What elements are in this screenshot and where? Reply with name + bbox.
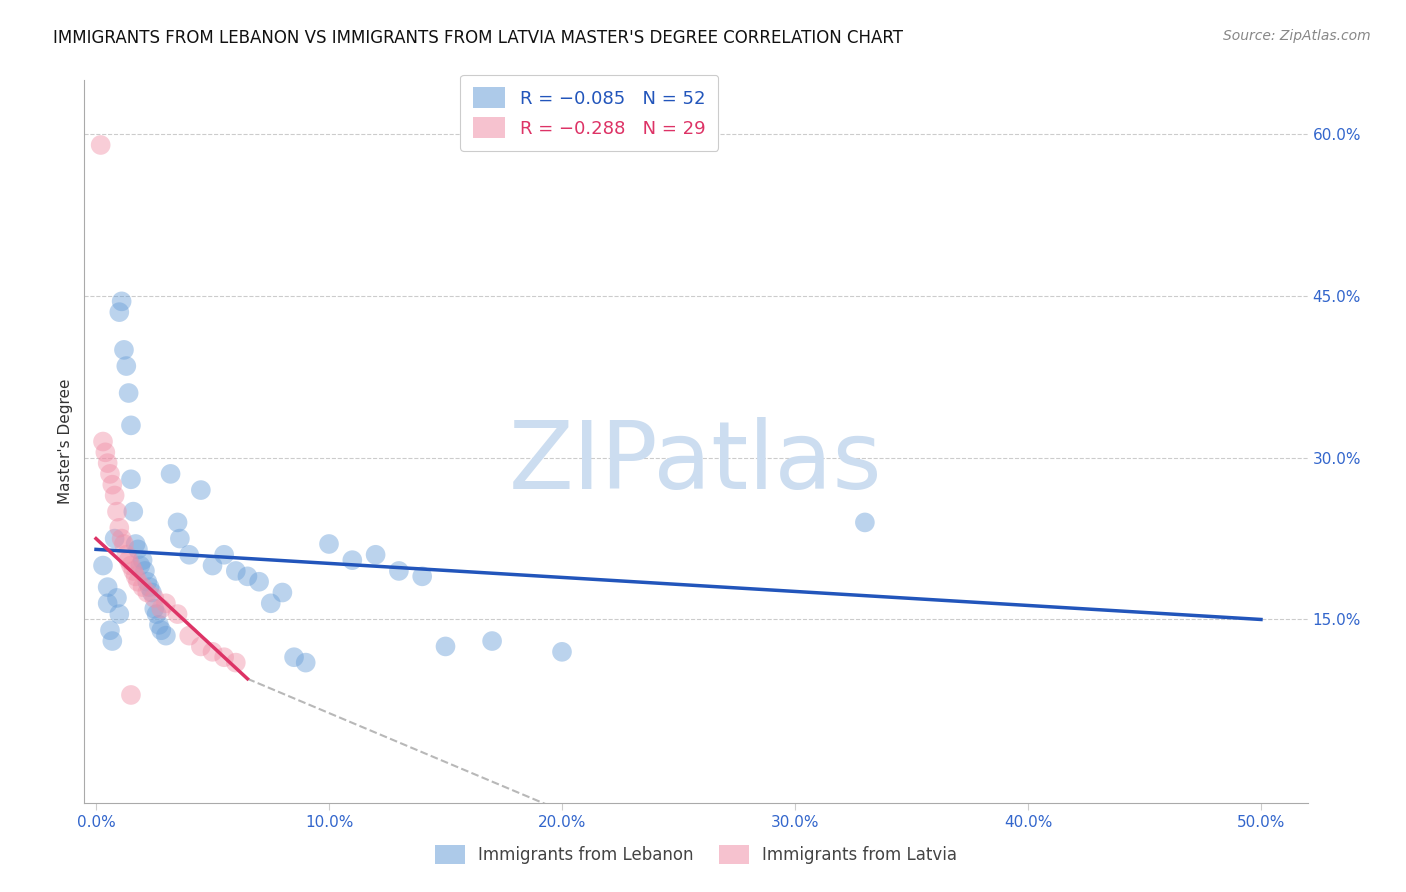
Point bbox=[120, 558, 142, 573]
Point bbox=[853, 516, 876, 530]
Text: Source: ZipAtlas.com: Source: ZipAtlas.com bbox=[1223, 29, 1371, 43]
Point bbox=[145, 607, 167, 621]
Point bbox=[481, 634, 503, 648]
Point bbox=[117, 386, 139, 401]
Point bbox=[551, 645, 574, 659]
Point bbox=[122, 505, 145, 519]
Point bbox=[129, 558, 152, 573]
Point bbox=[143, 601, 166, 615]
Y-axis label: Master's Degree: Master's Degree bbox=[58, 379, 73, 504]
Point bbox=[91, 434, 114, 449]
Point bbox=[201, 645, 224, 659]
Point bbox=[115, 359, 138, 373]
Point bbox=[141, 585, 163, 599]
Point bbox=[124, 537, 146, 551]
Point bbox=[120, 472, 142, 486]
Point bbox=[155, 629, 177, 643]
Point bbox=[236, 569, 259, 583]
Point bbox=[150, 624, 173, 638]
Point bbox=[190, 640, 212, 654]
Point bbox=[190, 483, 212, 497]
Point bbox=[247, 574, 270, 589]
Point bbox=[166, 607, 188, 621]
Point bbox=[105, 505, 128, 519]
Point bbox=[225, 564, 247, 578]
Point bbox=[104, 532, 127, 546]
Point bbox=[166, 516, 188, 530]
Point bbox=[225, 656, 247, 670]
Point bbox=[155, 596, 177, 610]
Point bbox=[101, 634, 124, 648]
Point bbox=[127, 574, 149, 589]
Point bbox=[127, 542, 149, 557]
Point bbox=[143, 591, 166, 605]
Point bbox=[179, 548, 201, 562]
Point bbox=[97, 596, 120, 610]
Point bbox=[283, 650, 305, 665]
Point bbox=[120, 688, 142, 702]
Point bbox=[108, 607, 131, 621]
Point bbox=[111, 294, 134, 309]
Point bbox=[131, 553, 153, 567]
Point bbox=[134, 564, 156, 578]
Point bbox=[136, 574, 159, 589]
Point bbox=[105, 591, 128, 605]
Point bbox=[212, 650, 235, 665]
Point bbox=[131, 580, 153, 594]
Point bbox=[101, 477, 124, 491]
Point bbox=[98, 467, 121, 481]
Point bbox=[201, 558, 224, 573]
Point bbox=[159, 467, 181, 481]
Point bbox=[148, 618, 170, 632]
Point bbox=[294, 656, 316, 670]
Point bbox=[104, 488, 127, 502]
Text: ZIPatlas: ZIPatlas bbox=[509, 417, 883, 509]
Point bbox=[90, 138, 112, 153]
Point bbox=[150, 601, 173, 615]
Point bbox=[97, 456, 120, 470]
Point bbox=[98, 624, 121, 638]
Point bbox=[108, 305, 131, 319]
Point bbox=[434, 640, 457, 654]
Point bbox=[122, 564, 145, 578]
Point bbox=[169, 532, 191, 546]
Point bbox=[111, 532, 134, 546]
Point bbox=[117, 553, 139, 567]
Point bbox=[91, 558, 114, 573]
Legend: Immigrants from Lebanon, Immigrants from Latvia: Immigrants from Lebanon, Immigrants from… bbox=[425, 835, 967, 874]
Point bbox=[411, 569, 433, 583]
Point bbox=[108, 521, 131, 535]
Point bbox=[97, 580, 120, 594]
Point bbox=[94, 445, 117, 459]
Point bbox=[124, 569, 146, 583]
Point bbox=[136, 585, 159, 599]
Point bbox=[271, 585, 294, 599]
Point bbox=[388, 564, 411, 578]
Text: IMMIGRANTS FROM LEBANON VS IMMIGRANTS FROM LATVIA MASTER'S DEGREE CORRELATION CH: IMMIGRANTS FROM LEBANON VS IMMIGRANTS FR… bbox=[53, 29, 904, 46]
Point bbox=[120, 418, 142, 433]
Point bbox=[115, 548, 138, 562]
Point bbox=[342, 553, 364, 567]
Point bbox=[364, 548, 387, 562]
Point bbox=[179, 629, 201, 643]
Point bbox=[112, 537, 135, 551]
Point bbox=[260, 596, 283, 610]
Point bbox=[212, 548, 235, 562]
Point bbox=[112, 343, 135, 357]
Point bbox=[318, 537, 340, 551]
Point bbox=[138, 580, 160, 594]
